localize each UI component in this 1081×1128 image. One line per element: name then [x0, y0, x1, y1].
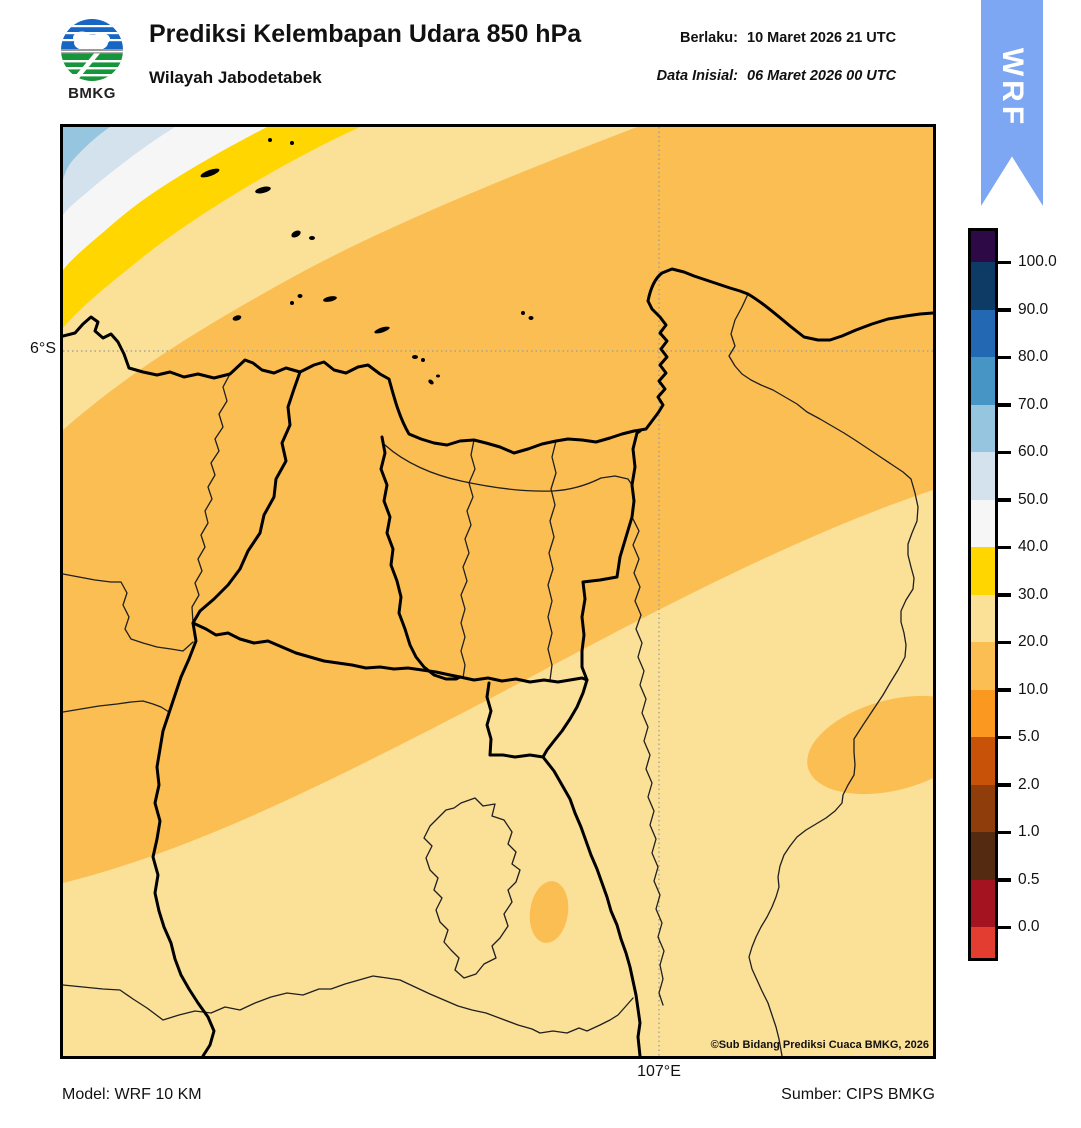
- coastline: [63, 267, 933, 455]
- colorbar-tick: [998, 450, 1011, 454]
- lat-axis-label: 6°S: [30, 340, 56, 357]
- colorbar-segment: [971, 737, 995, 785]
- colorbar-tick-label: 2.0: [1018, 775, 1040, 793]
- wrf-ribbon: WRF: [981, 0, 1043, 206]
- init-time-label: Data Inisial:: [656, 68, 738, 84]
- model-note: Model: WRF 10 KM: [62, 1086, 202, 1103]
- copyright-note: ©Sub Bidang Prediksi Cuaca BMKG, 2026: [710, 1039, 929, 1051]
- colorbar-segment: [971, 642, 995, 690]
- colorbar-segment: [971, 927, 995, 958]
- colorbar-segment: [971, 262, 995, 310]
- colorbar-tick-label: 1.0: [1018, 823, 1040, 840]
- colorbar-tick: [998, 688, 1011, 692]
- bmkg-logo-label: BMKG: [68, 85, 116, 102]
- contour-band-paleblue: [63, 127, 175, 215]
- colorbar-segment: [971, 879, 995, 927]
- colorbar-tick-label: 5.0: [1018, 728, 1040, 745]
- lon-axis-label: 107°E: [637, 1063, 681, 1080]
- colorbar-tick: [998, 783, 1011, 787]
- valid-time-label: Berlaku:: [679, 30, 738, 46]
- colorbar: 100.0 90.0 80.0 70.0 60.0 50.0 40.0 30.0 20.0 10.…: [968, 228, 1080, 961]
- contour-pocket-east: [807, 695, 933, 795]
- colorbar-tick-label: 0.0: [1018, 918, 1040, 935]
- colorbar-tick: [998, 925, 1011, 929]
- colorbar-tick: [998, 593, 1011, 597]
- map-canvas: ©Sub Bidang Prediksi Cuaca BMKG, 2026: [60, 124, 936, 1059]
- colorbar-tick-label: 100.0: [1018, 253, 1057, 270]
- humidity-contour-map: [63, 127, 933, 1056]
- init-time-row: Data Inisial: 06 Maret 2026 00 UTC: [545, 68, 937, 84]
- valid-time-row: Berlaku: 10 Maret 2026 21 UTC: [545, 30, 937, 46]
- colorbar-tick-label: 10.0: [1018, 680, 1049, 698]
- colorbar-tick: [998, 830, 1011, 834]
- page-title: Prediksi Kelembapan Udara 850 hPa: [149, 20, 582, 48]
- contour-band-blue: [63, 127, 110, 180]
- bmkg-logo: BMKG: [56, 18, 128, 102]
- wrf-ribbon-label: WRF: [996, 47, 1029, 129]
- colorbar-tick: [998, 640, 1011, 644]
- page-subtitle: Wilayah Jabodetabek: [149, 68, 322, 87]
- colorbar-segment: [971, 231, 995, 262]
- colorbar-tick: [998, 308, 1011, 312]
- valid-time-value: 10 Maret 2026 21 UTC: [747, 30, 897, 46]
- colorbar-tick: [998, 878, 1011, 882]
- islands: [200, 138, 534, 385]
- colorbar-tick-label: 0.5: [1018, 870, 1040, 888]
- colorbar-tick: [998, 355, 1011, 359]
- colorbar-tick-label: 90.0: [1018, 300, 1049, 318]
- colorbar-tick: [998, 735, 1011, 739]
- bmkg-logo-icon: [61, 19, 123, 81]
- colorbar-segment: [971, 357, 995, 405]
- district-boundaries: [63, 293, 919, 1056]
- colorbar-segment: [971, 309, 995, 357]
- colorbar-segment: [971, 832, 995, 880]
- forecast-dates: Berlaku: 10 Maret 2026 21 UTC Data Inisi…: [545, 30, 937, 106]
- source-note: Sumber: CIPS BMKG: [781, 1086, 935, 1103]
- colorbar-tick-label: 60.0: [1018, 443, 1049, 460]
- colorbar-tick-label: 20.0: [1018, 633, 1049, 650]
- colorbar-tick-label: 70.0: [1018, 395, 1049, 413]
- colorbar-segment: [971, 547, 995, 595]
- init-time-value: 06 Maret 2026 00 UTC: [747, 68, 897, 84]
- colorbar-tick-label: 30.0: [1018, 585, 1049, 603]
- colorbar-segment: [971, 452, 995, 500]
- colorbar-tick-label: 50.0: [1018, 490, 1049, 508]
- colorbar-segment: [971, 499, 995, 547]
- contour-southeast: [63, 490, 933, 1056]
- province-boundaries: [151, 370, 642, 1056]
- colorbar-tick: [998, 260, 1011, 264]
- colorbar-segment: [971, 784, 995, 832]
- colorbar-bar: [968, 228, 998, 961]
- colorbar-tick-label: 40.0: [1018, 538, 1049, 555]
- colorbar-tick-label: 80.0: [1018, 348, 1049, 365]
- colorbar-tick: [998, 403, 1011, 407]
- colorbar-tick: [998, 545, 1011, 549]
- contour-pocket-south: [529, 881, 569, 943]
- colorbar-segment: [971, 594, 995, 642]
- colorbar-segment: [971, 404, 995, 452]
- colorbar-tick: [998, 498, 1011, 502]
- colorbar-segment: [971, 689, 995, 737]
